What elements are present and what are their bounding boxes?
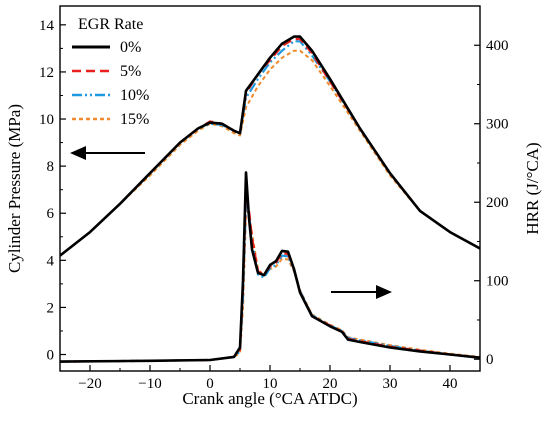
y-left-tick-label: 8 [47, 159, 55, 175]
y-left-axis-label: Cylinder Pressure (MPa) [5, 104, 24, 273]
series-layer [60, 35, 480, 363]
y-left-tick-label: 6 [47, 206, 55, 222]
y-left-tick-label: 14 [39, 18, 55, 34]
y-left-tick-label: 0 [47, 348, 55, 364]
x-tick-label: −20 [78, 376, 101, 392]
x-tick-label: 20 [323, 376, 338, 392]
x-tick-label: −10 [138, 376, 161, 392]
annotation-arrows [70, 146, 392, 299]
x-tick-label: 0 [206, 376, 214, 392]
y-left-tick-label: 12 [39, 65, 54, 81]
x-tick-label: 40 [443, 376, 458, 392]
right-arrow-head [376, 285, 392, 299]
legend-label: 10% [120, 87, 149, 104]
y-right-tick-label: 400 [486, 38, 509, 54]
hrr-line-10pct [60, 201, 480, 363]
x-tick-label: 10 [263, 376, 278, 392]
legend: EGR Rate 0% 5% 10% 15% [72, 16, 149, 128]
legend-title: EGR Rate [78, 16, 143, 33]
legend-label: 5% [120, 63, 141, 80]
legend-label: 15% [120, 111, 149, 128]
y-right-axis-label: HRR (J/°CA) [523, 142, 542, 234]
x-axis-label: Crank angle (°CA ATDC) [182, 389, 357, 408]
y-left-tick-label: 10 [39, 112, 54, 128]
left-arrow-head [70, 146, 86, 160]
y-right-tick-label: 100 [486, 274, 509, 290]
y-left-tick-label: 2 [47, 300, 55, 316]
y-left-tick-label: 4 [47, 253, 55, 269]
y-right-tick-label: 300 [486, 117, 509, 133]
pressure-line-15pct [60, 49, 480, 257]
y-right-tick-label: 0 [486, 352, 494, 368]
hrr-line-5pct [60, 189, 480, 363]
pressure-line-0pct [60, 35, 480, 257]
legend-label: 0% [120, 39, 141, 56]
hrr-line-15pct [60, 210, 480, 363]
series-clip-group [60, 35, 480, 363]
hrr-line-0pct [60, 171, 480, 363]
y-right-tick-label: 200 [486, 195, 509, 211]
x-tick-label: 30 [383, 376, 398, 392]
